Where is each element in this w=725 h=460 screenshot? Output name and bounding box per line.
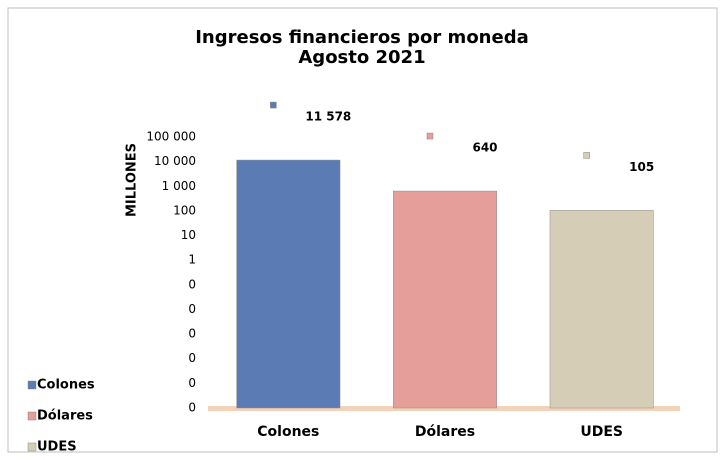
chart-subtitle: Agosto 2021: [298, 47, 425, 68]
label-marker: [270, 101, 277, 109]
y-tick-label: 0: [188, 277, 196, 291]
x-tick-label: Dólares: [415, 424, 475, 440]
legend-label: Colones: [37, 378, 95, 393]
y-tick-label: 0: [188, 401, 196, 415]
y-tick-label: 0: [188, 376, 196, 390]
y-tick-label: 0: [188, 327, 196, 341]
y-tick-label: 10 000: [154, 154, 196, 168]
floor: [208, 406, 680, 411]
bar: [236, 159, 341, 409]
legend-swatch: [27, 442, 37, 452]
label-marker: [426, 132, 434, 140]
bar: [393, 190, 497, 409]
data-label: 640: [472, 141, 497, 155]
data-label: 11 578: [305, 110, 351, 124]
legend-swatch: [27, 380, 37, 390]
data-label: 105: [629, 160, 654, 174]
legend-label: UDES: [37, 440, 77, 455]
y-tick-label: 1 000: [162, 179, 196, 193]
y-tick-label: 1: [188, 253, 196, 267]
y-tick-label: 100: [173, 203, 196, 217]
bar: [549, 210, 654, 409]
y-tick-label: 0: [188, 302, 196, 316]
legend-swatch: [27, 411, 37, 421]
y-tick-label: 100 000: [146, 130, 196, 144]
legend-label: Dólares: [37, 409, 93, 424]
y-tick-label: 0: [188, 351, 196, 365]
y-tick-label: 10: [181, 228, 196, 242]
chart-title: Ingresos financieros por moneda: [195, 27, 529, 48]
label-marker: [583, 152, 590, 159]
x-tick-label: UDES: [580, 424, 623, 440]
x-tick-label: Colones: [257, 424, 319, 440]
y-axis-label: MILLONES: [125, 143, 140, 217]
